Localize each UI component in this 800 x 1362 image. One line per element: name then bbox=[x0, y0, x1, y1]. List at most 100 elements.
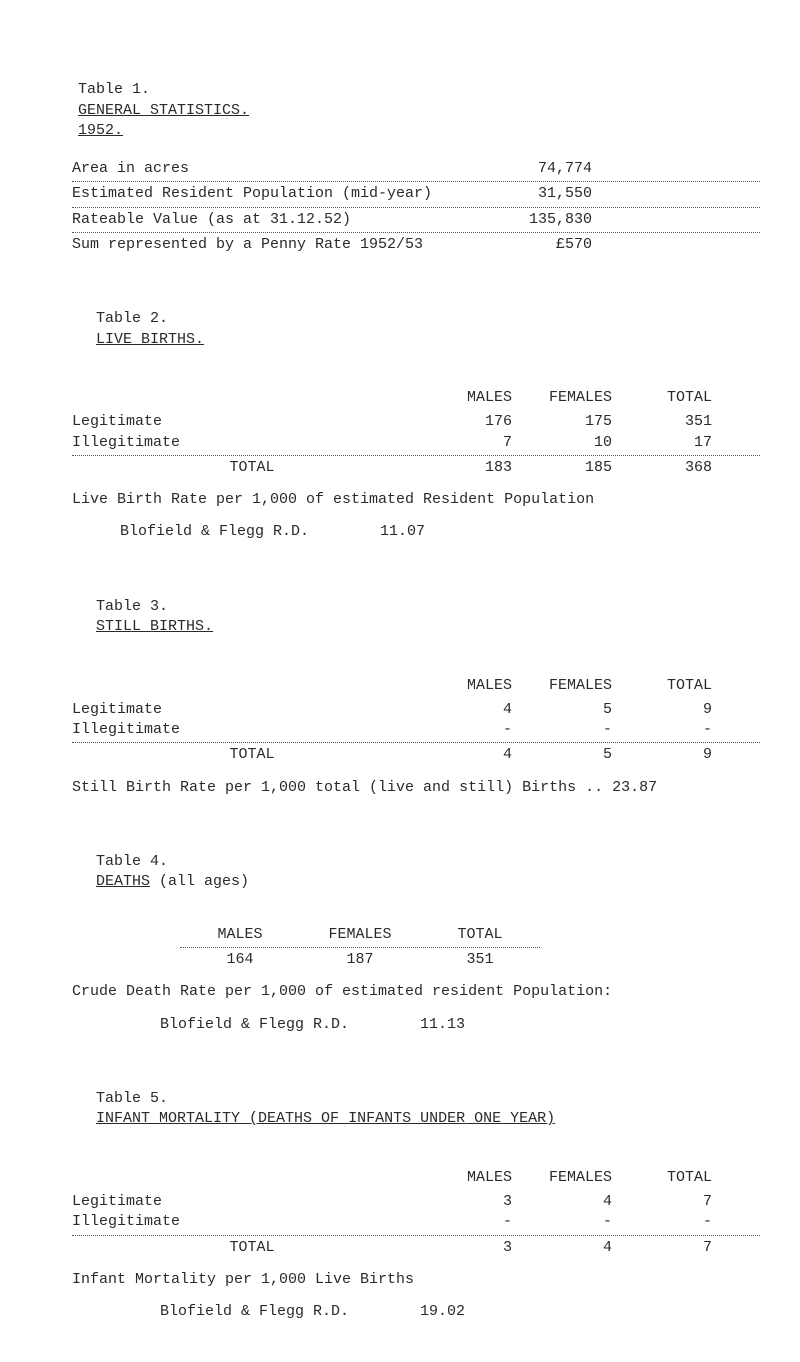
table5-note2: Blofield & Flegg R.D. 19.02 bbox=[160, 1302, 760, 1322]
table2-prefix: Table 2. bbox=[96, 310, 168, 327]
col-males: MALES bbox=[180, 925, 300, 945]
col-males: MALES bbox=[432, 676, 512, 696]
table-row: Sum represented by a Penny Rate 1952/53 … bbox=[72, 235, 760, 255]
table1-year: 1952. bbox=[78, 122, 123, 139]
cell: 7 bbox=[432, 433, 512, 453]
note-value: 11.07 bbox=[380, 522, 425, 542]
cell: - bbox=[612, 1212, 712, 1232]
table4-title: DEATHS bbox=[96, 873, 150, 890]
note-label: Blofield & Flegg R.D. bbox=[120, 522, 380, 542]
table1: Area in acres 74,774 Estimated Resident … bbox=[72, 159, 760, 255]
table4: MALES FEMALES TOTAL 164 187 351 bbox=[180, 925, 760, 971]
cell: 7 bbox=[612, 1238, 712, 1258]
table-row: Illegitimate - - - bbox=[72, 1212, 760, 1232]
table5-suffix: (DEATHS OF INFANTS UNDER ONE YEAR) bbox=[240, 1110, 555, 1127]
row-value: 31,550 bbox=[452, 184, 592, 204]
row-label: Illegitimate bbox=[72, 1212, 432, 1232]
cell: 3 bbox=[432, 1192, 512, 1212]
cell: 351 bbox=[420, 950, 540, 970]
table-header-row: MALES FEMALES TOTAL bbox=[72, 676, 760, 696]
row-label: Illegitimate bbox=[72, 433, 432, 453]
cell: 185 bbox=[512, 458, 612, 478]
table4-note1: Crude Death Rate per 1,000 of estimated … bbox=[72, 982, 760, 1002]
row-label: Sum represented by a Penny Rate 1952/53 bbox=[72, 235, 452, 255]
total-row: TOTAL 3 4 7 bbox=[72, 1238, 760, 1258]
row-value: 135,830 bbox=[452, 210, 592, 230]
table-row: Estimated Resident Population (mid-year)… bbox=[72, 184, 760, 204]
table2-note1: Live Birth Rate per 1,000 of estimated R… bbox=[72, 490, 760, 510]
cell: - bbox=[432, 720, 512, 740]
table-row: Area in acres 74,774 bbox=[72, 159, 760, 179]
table1-prefix: Table 1. bbox=[78, 81, 150, 98]
cell: 3 bbox=[432, 1238, 512, 1258]
col-females: FEMALES bbox=[512, 676, 612, 696]
table-row: Illegitimate - - - bbox=[72, 720, 760, 740]
cell: - bbox=[612, 720, 712, 740]
cell: - bbox=[512, 1212, 612, 1232]
table-row: Legitimate 3 4 7 bbox=[72, 1192, 760, 1212]
table2-title: LIVE BIRTHS. bbox=[96, 331, 204, 348]
cell: 176 bbox=[432, 412, 512, 432]
col-females: FEMALES bbox=[512, 388, 612, 408]
table2-heading: Table 2. LIVE BIRTHS. bbox=[60, 289, 760, 370]
table3-heading: Table 3. STILL BIRTHS. bbox=[60, 577, 760, 658]
table2-note2: Blofield & Flegg R.D. 11.07 bbox=[120, 522, 760, 542]
cell: 187 bbox=[300, 950, 420, 970]
cell: 351 bbox=[612, 412, 712, 432]
total-label: TOTAL bbox=[72, 745, 432, 765]
cell: 4 bbox=[512, 1238, 612, 1258]
cell: 17 bbox=[612, 433, 712, 453]
row-label: Legitimate bbox=[72, 412, 432, 432]
cell: 183 bbox=[432, 458, 512, 478]
cell: 7 bbox=[612, 1192, 712, 1212]
table5-prefix: Table 5. bbox=[96, 1090, 168, 1107]
col-total: TOTAL bbox=[420, 925, 540, 945]
col-total: TOTAL bbox=[612, 676, 712, 696]
divider bbox=[72, 207, 760, 208]
table4-note2: Blofield & Flegg R.D. 11.13 bbox=[160, 1015, 760, 1035]
cell: 5 bbox=[512, 745, 612, 765]
total-label: TOTAL bbox=[72, 458, 432, 478]
table1-title: GENERAL STATISTICS. bbox=[78, 102, 249, 119]
row-value: 74,774 bbox=[452, 159, 592, 179]
table3-note: Still Birth Rate per 1,000 total (live a… bbox=[72, 778, 760, 798]
cell: 4 bbox=[512, 1192, 612, 1212]
col-males: MALES bbox=[432, 388, 512, 408]
note-label: Blofield & Flegg R.D. bbox=[160, 1302, 420, 1322]
table-row: Illegitimate 7 10 17 bbox=[72, 433, 760, 453]
table2: MALES FEMALES TOTAL Legitimate 176 175 3… bbox=[72, 388, 760, 478]
cell: 5 bbox=[512, 700, 612, 720]
divider bbox=[72, 1235, 760, 1236]
total-row: TOTAL 4 5 9 bbox=[72, 745, 760, 765]
table5: MALES FEMALES TOTAL Legitimate 3 4 7 Ill… bbox=[72, 1168, 760, 1258]
table4-suffix: (all ages) bbox=[150, 873, 249, 890]
cell: 9 bbox=[612, 745, 712, 765]
cell: 368 bbox=[612, 458, 712, 478]
cell: 4 bbox=[432, 700, 512, 720]
table4-heading: Table 4. DEATHS (all ages) bbox=[60, 832, 760, 913]
table5-note1: Infant Mortality per 1,000 Live Births bbox=[72, 1270, 760, 1290]
cell: 9 bbox=[612, 700, 712, 720]
row-label: Estimated Resident Population (mid-year) bbox=[72, 184, 452, 204]
table5-title: INFANT MORTALITY bbox=[96, 1110, 240, 1127]
col-total: TOTAL bbox=[612, 1168, 712, 1188]
cell: - bbox=[512, 720, 612, 740]
row-value: £570 bbox=[452, 235, 592, 255]
divider bbox=[72, 181, 760, 182]
table-header-row: MALES FEMALES TOTAL bbox=[180, 925, 760, 945]
total-label: TOTAL bbox=[72, 1238, 432, 1258]
col-total: TOTAL bbox=[612, 388, 712, 408]
col-males: MALES bbox=[432, 1168, 512, 1188]
divider bbox=[180, 947, 540, 948]
row-label: Area in acres bbox=[72, 159, 452, 179]
table-header-row: MALES FEMALES TOTAL bbox=[72, 1168, 760, 1188]
row-label: Illegitimate bbox=[72, 720, 432, 740]
table3: MALES FEMALES TOTAL Legitimate 4 5 9 Ill… bbox=[72, 676, 760, 766]
col-females: FEMALES bbox=[512, 1168, 612, 1188]
table-row: 164 187 351 bbox=[180, 950, 760, 970]
row-label: Legitimate bbox=[72, 1192, 432, 1212]
table4-prefix: Table 4. bbox=[96, 853, 168, 870]
table1-heading: Table 1. GENERAL STATISTICS. 1952. bbox=[60, 60, 760, 141]
cell: 4 bbox=[432, 745, 512, 765]
table5-heading: Table 5. INFANT MORTALITY (DEATHS OF INF… bbox=[60, 1069, 760, 1150]
